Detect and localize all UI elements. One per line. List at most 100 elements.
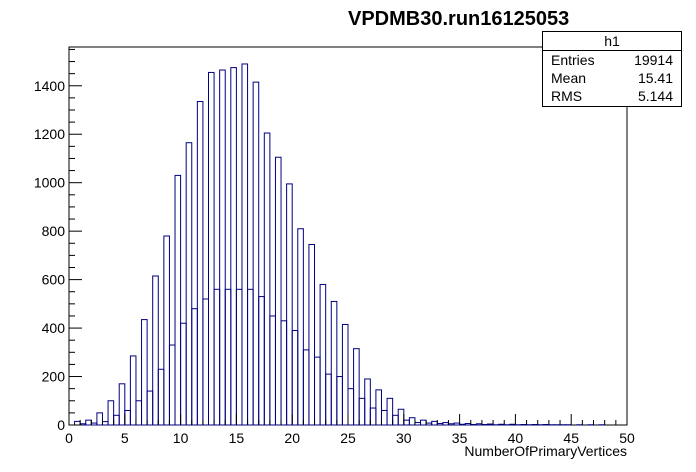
histogram-bar: [425, 422, 433, 426]
histogram-bar: [118, 383, 126, 426]
stats-box-title: h1: [543, 32, 681, 51]
histogram-bar: [420, 419, 427, 426]
histogram-bar: [146, 390, 154, 426]
x-tick-label: 35: [452, 430, 468, 446]
x-tick-label: 0: [65, 430, 73, 446]
histogram-bar: [414, 422, 422, 426]
histogram-bar: [174, 174, 182, 426]
histogram-bar: [302, 349, 310, 426]
chart-title: VPDMB30.run16125053: [348, 8, 570, 30]
histogram-bar: [90, 422, 98, 426]
y-tick-label: 400: [42, 320, 66, 336]
histogram-bar: [280, 320, 288, 426]
histogram-bar: [369, 407, 377, 426]
stats-value: 5.144: [637, 88, 673, 104]
histogram-bar: [219, 69, 226, 426]
histogram-bar: [241, 63, 249, 426]
histogram-bar: [336, 376, 343, 426]
histogram-bar: [263, 132, 271, 426]
histogram-bar: [308, 243, 316, 426]
histogram-bar: [408, 417, 416, 426]
histogram-bar: [247, 288, 254, 426]
histogram-bar: [85, 419, 92, 426]
histogram-bar: [107, 400, 115, 426]
y-tick-label: 1200: [34, 126, 65, 142]
histogram-bar: [258, 296, 265, 426]
histogram-bar: [202, 298, 209, 426]
histogram-bar: [96, 412, 103, 426]
stats-value: 19914: [634, 52, 673, 68]
histogram-bar: [375, 389, 382, 426]
y-tick-label: 0: [57, 417, 65, 433]
histogram-bar: [74, 420, 81, 426]
histogram-bar: [341, 323, 349, 426]
histogram-bar: [403, 419, 410, 426]
x-tick-label: 50: [619, 430, 635, 446]
histogram-bar: [314, 356, 321, 426]
stats-row-entries: Entries 19914: [543, 51, 681, 69]
stats-row-rms: RMS 5.144: [543, 87, 681, 105]
x-tick-label: 15: [229, 430, 245, 446]
x-tick-label: 40: [508, 430, 524, 446]
x-tick-label: 5: [121, 430, 129, 446]
histogram-bar: [347, 388, 355, 426]
histogram-bar: [353, 348, 360, 426]
histogram-bar: [397, 408, 405, 426]
histogram-bar: [113, 414, 120, 426]
y-tick-label: 1400: [34, 78, 65, 94]
x-tick-label: 20: [284, 430, 300, 446]
histogram-bar: [230, 67, 237, 426]
histogram-bar: [447, 423, 455, 426]
histogram-bar: [380, 409, 388, 426]
histogram-bar: [196, 101, 204, 426]
histogram-bar: [163, 235, 170, 426]
histogram-bar: [509, 423, 516, 426]
histogram-bar: [191, 308, 198, 426]
histogram-bar: [252, 81, 260, 426]
histogram-bar: [269, 315, 276, 426]
histogram-bar: [392, 414, 399, 426]
histogram-bar: [168, 344, 176, 426]
histogram-bar: [325, 373, 332, 426]
histogram-bar: [224, 288, 232, 426]
histogram-bar: [129, 355, 137, 426]
histogram-bar: [431, 420, 438, 426]
histogram-bar: [185, 142, 193, 426]
y-tick-label: 800: [42, 223, 66, 239]
x-tick-label: 25: [340, 430, 356, 446]
y-tick-label: 600: [42, 272, 66, 288]
histogram-bar: [330, 300, 338, 426]
histogram-bar: [286, 183, 293, 426]
histogram-bar: [453, 422, 461, 426]
histogram-bar: [124, 409, 131, 426]
histogram-bar: [487, 423, 494, 426]
histogram-bar: [235, 288, 243, 426]
y-tick-label: 200: [42, 369, 66, 385]
x-tick-label: 45: [563, 430, 579, 446]
histogram-bar: [475, 423, 483, 426]
x-tick-label: 30: [396, 430, 412, 446]
histogram-bar: [442, 422, 449, 426]
histogram-bar: [459, 423, 466, 426]
histogram-bar: [386, 397, 394, 426]
y-tick-label: 1000: [34, 175, 65, 191]
histogram-bar: [157, 368, 165, 426]
x-tick-label: 10: [173, 430, 189, 446]
stats-label: Mean: [551, 70, 587, 86]
histogram-bar: [297, 228, 304, 426]
histogram-bar: [358, 397, 366, 426]
histogram-bar: [319, 283, 327, 426]
histogram-bar: [464, 423, 472, 426]
histogram-bar: [135, 400, 143, 426]
histogram-bar: [436, 423, 444, 426]
histogram-bar: [152, 275, 159, 426]
histogram-bar: [141, 319, 148, 426]
histogram-bar: [208, 71, 215, 426]
histogram-bar: [180, 322, 187, 426]
histogram-bar: [291, 330, 299, 426]
histogram-bar: [364, 378, 371, 426]
histogram-bar: [274, 156, 282, 426]
stats-label: Entries: [551, 52, 595, 68]
stats-label: RMS: [551, 88, 583, 104]
